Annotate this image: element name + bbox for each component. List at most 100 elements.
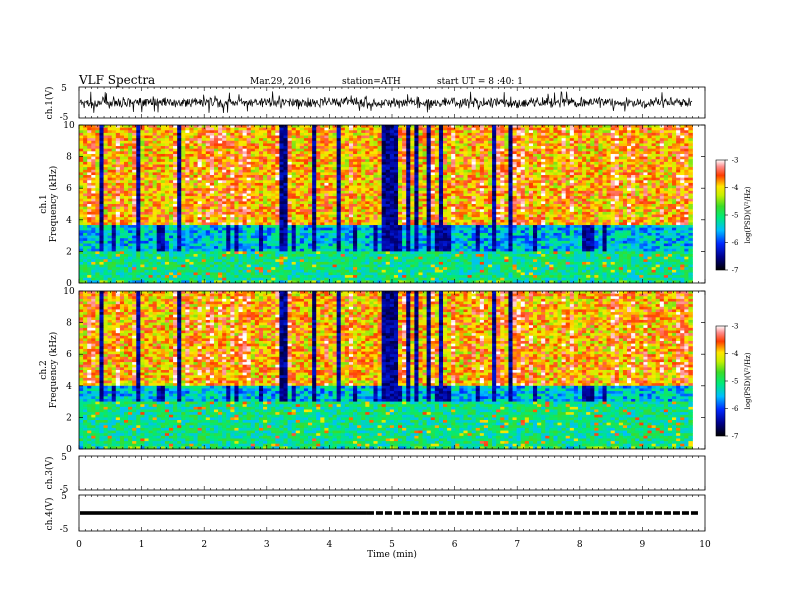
spectrogram-cell	[651, 159, 657, 163]
spectrogram-cell	[328, 182, 333, 186]
spectrogram-cell	[463, 148, 468, 152]
spectrogram-cell	[91, 161, 96, 165]
spectrogram-cell	[344, 148, 350, 152]
spectrogram-cell	[614, 159, 620, 163]
spectrogram-cell	[663, 204, 669, 208]
spectrogram-cell	[193, 125, 199, 129]
spectrogram-cell	[631, 172, 636, 176]
spectrogram-cell	[185, 206, 190, 210]
spectrogram-cell	[91, 130, 96, 134]
spectrogram-cell	[590, 135, 595, 139]
spectrogram-cell	[123, 132, 129, 136]
spectrogram-cell	[218, 198, 223, 202]
spectrogram-cell	[631, 148, 636, 152]
spectrogram-cell	[267, 193, 272, 197]
spectrogram-cell	[218, 172, 223, 176]
spectrogram-cell	[103, 177, 109, 181]
spectrogram-cell	[87, 127, 92, 131]
spectrogram-cell	[398, 209, 403, 213]
spectrogram-cell	[258, 153, 264, 157]
spectrogram-cell	[336, 175, 342, 179]
spectrogram-cell	[209, 151, 215, 155]
spectrogram-cell	[406, 177, 411, 181]
spectrogram-cell	[422, 167, 428, 171]
spectrogram-cell	[140, 190, 145, 194]
spectrogram-cell	[348, 159, 354, 163]
start-time-label: start UT = 8 :40: 1	[437, 77, 523, 87]
spectrogram-cell	[434, 185, 440, 189]
spectrogram-cell	[336, 135, 342, 139]
spectrogram-cell	[508, 206, 513, 210]
spectrogram-cell	[610, 125, 616, 129]
spectrogram-cell	[193, 188, 199, 192]
spectrogram-cell	[160, 151, 166, 155]
spectrogram-cell	[230, 135, 235, 139]
spectrogram-cell	[332, 161, 338, 165]
spectrogram-cell	[467, 156, 473, 160]
spectrogram-cell	[553, 125, 558, 129]
spectrogram-cell	[87, 159, 92, 163]
spectrogram-cell	[520, 143, 526, 147]
spectrogram-cell	[586, 127, 591, 131]
spectrogram-cell	[91, 151, 96, 155]
spectrogram-cell	[467, 177, 473, 181]
spectrogram-cell	[594, 132, 599, 136]
spectrogram-cell	[688, 138, 693, 142]
spectrogram-cell	[422, 125, 428, 129]
spectrogram-cell	[263, 143, 268, 147]
spectrogram-cell	[410, 140, 415, 144]
spectrogram-cell	[361, 198, 366, 202]
spectrogram-cell	[164, 185, 170, 189]
spectrogram-cell	[479, 153, 485, 157]
spectrogram-cell	[524, 198, 530, 202]
spectrogram-cell	[234, 185, 239, 189]
spectrogram-cell	[676, 185, 681, 189]
spectrogram-cell	[541, 130, 546, 134]
spectrogram-cell	[606, 177, 612, 181]
spectrogram-cell	[577, 146, 583, 150]
spectrogram-cell	[365, 161, 370, 165]
spectrogram-cell	[590, 182, 595, 186]
spectrogram-cell	[443, 185, 448, 189]
spectrogram-cell	[115, 201, 121, 205]
spectrogram-cell	[475, 167, 481, 171]
spectrogram-cell	[667, 132, 673, 136]
spectrogram-cell	[622, 188, 628, 192]
spectrogram-cell	[512, 198, 518, 202]
spectrogram-cell	[549, 193, 554, 197]
spectrogram-cell	[99, 182, 104, 186]
spectrogram-cell	[365, 188, 370, 192]
spectrogram-cell	[606, 138, 612, 142]
spectrogram-cell	[635, 138, 640, 142]
spectrogram-cell	[414, 138, 419, 142]
spectrogram-cell	[618, 198, 624, 202]
spectrogram-cell	[99, 180, 104, 184]
spectrogram-cell	[246, 164, 252, 168]
spectrogram-cell	[373, 151, 378, 155]
spectrogram-cell	[635, 188, 640, 192]
spectrogram-cell	[254, 127, 260, 131]
spectrogram-cell	[680, 153, 685, 157]
spectrogram-cell	[291, 161, 297, 165]
spectrogram-cell	[627, 190, 632, 194]
spectrogram-cell	[250, 146, 256, 150]
spectrogram-cell	[614, 161, 620, 165]
spectrogram-cell	[537, 161, 542, 165]
spectrogram-cell	[189, 148, 194, 152]
spectrogram-cell	[336, 198, 342, 202]
spectrogram-cell	[492, 201, 497, 205]
spectrogram-cell	[586, 193, 591, 197]
spectrogram-cell	[475, 132, 481, 136]
ch1-volt-ylabel: ch.1(V)	[44, 87, 55, 120]
spectrogram-cell	[230, 132, 235, 136]
spectrogram-cell	[218, 190, 223, 194]
spectrogram-cell	[398, 190, 403, 194]
spectrogram-cell	[676, 130, 681, 134]
spectrogram-cell	[434, 156, 440, 160]
spectrogram-cell	[144, 143, 149, 147]
spectrogram-cell	[295, 161, 301, 165]
spectrogram-cell	[361, 127, 366, 131]
spectrogram-cell	[336, 201, 342, 205]
spectrogram-cell	[320, 151, 325, 155]
spectrogram-cell	[119, 196, 125, 200]
